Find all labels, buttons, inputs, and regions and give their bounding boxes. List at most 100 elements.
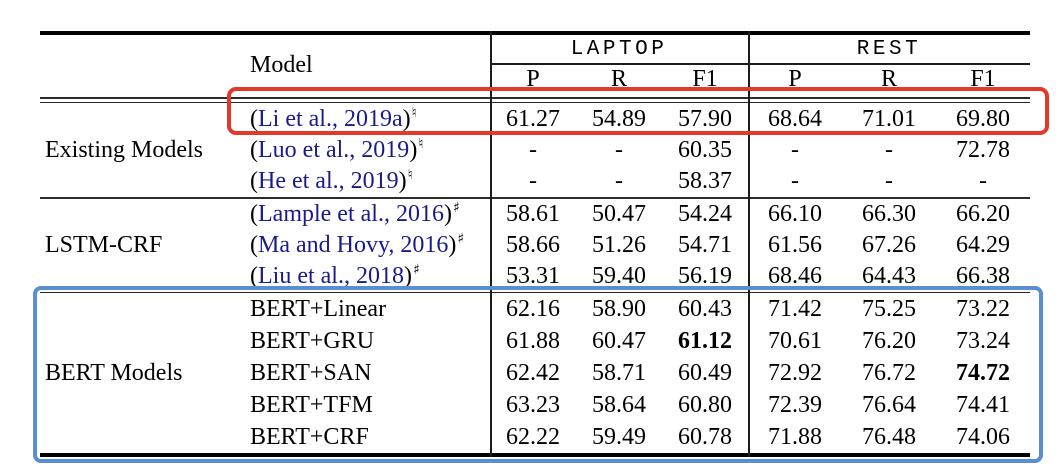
model-cell: BERT+Linear <box>250 296 490 323</box>
value-cell: 72.39 <box>768 392 822 418</box>
value-cell: 69.80 <box>956 106 1010 132</box>
value-cell: 56.19 <box>678 262 732 289</box>
value-cell: 57.90 <box>678 106 732 132</box>
model-cell: (Luo et al., 2019)♮ <box>250 137 490 164</box>
value-cell: 58.90 <box>592 296 646 322</box>
value-cell: 76.48 <box>862 424 916 450</box>
header-laptop: LAPTOP <box>570 37 668 61</box>
section-rows: (Lample et al., 2016)♯ 58.61 50.47 54.24… <box>40 199 1030 292</box>
value-cell: 72.92 <box>768 360 822 386</box>
value-cell: 64.29 <box>956 231 1010 258</box>
value-cell: - <box>885 137 893 163</box>
value-cell: 74.72 <box>956 360 1010 386</box>
value-cell: 60.35 <box>678 137 732 163</box>
header-double-rule-top <box>40 97 1030 99</box>
value-cell: 73.22 <box>956 296 1010 322</box>
section-bert-models: BERT Models BERT+Linear 62.16 58.90 60.4… <box>40 294 1030 454</box>
citation: (Liu et al., 2018)♯ <box>250 263 420 289</box>
value-cell: 73.24 <box>956 328 1010 354</box>
group-label-bert-models: BERT Models <box>45 360 183 386</box>
model-cell: BERT+CRF <box>250 424 490 451</box>
citation: (Luo et al., 2019)♮ <box>250 137 423 163</box>
header-rest: REST <box>856 37 922 61</box>
value-cell: 58.66 <box>506 231 560 258</box>
value-cell: 68.46 <box>768 262 822 289</box>
value-cell: 67.26 <box>862 231 916 258</box>
citation-link[interactable]: Liu et al., 2018 <box>258 262 404 289</box>
citation-link[interactable]: Ma and Hovy, 2016 <box>258 231 449 258</box>
table-row: (Luo et al., 2019)♮ - - 60.35 - - 72.78 <box>40 135 1030 166</box>
value-cell: 60.78 <box>678 424 732 450</box>
header-laptop-f1: F1 <box>692 66 718 92</box>
value-cell: - <box>885 168 893 194</box>
table-row: (Ma and Hovy, 2016)♯ 58.66 51.26 54.71 6… <box>40 230 1030 261</box>
value-cell: 58.71 <box>592 360 646 386</box>
table-row: BERT+GRU 61.88 60.47 61.12 70.61 76.20 7… <box>40 326 1030 358</box>
citation-link[interactable]: Lample et al., 2016 <box>258 200 444 227</box>
value-cell: 58.64 <box>592 392 646 418</box>
group-label-lstm-crf: LSTM-CRF <box>45 231 163 258</box>
citation-paren: ) <box>398 168 407 194</box>
value-cell: 61.56 <box>768 231 822 258</box>
citation-paren: ( <box>250 262 258 289</box>
value-cell: 76.64 <box>862 392 916 418</box>
section-rows: BERT+Linear 62.16 58.90 60.43 71.42 75.2… <box>40 294 1030 454</box>
citation-paren: ) <box>443 200 452 227</box>
table-row: (He et al., 2019)♮ - - 58.37 - - - <box>40 166 1030 197</box>
value-cell: 50.47 <box>592 200 646 227</box>
model-cell: BERT+TFM <box>250 392 490 419</box>
citation-paren: ) <box>448 231 457 258</box>
table-header-groups: LAPTOP REST <box>40 35 1030 63</box>
value-cell: 59.40 <box>592 262 646 289</box>
section-rows: (Li et al., 2019a)♮ 61.27 54.89 57.90 68… <box>40 104 1030 197</box>
table-header-metrics: P R F1 P R F1 <box>40 63 1030 96</box>
header-model: Model <box>250 51 313 78</box>
value-cell: 61.27 <box>506 106 560 132</box>
model-cell: (Li et al., 2019a)♮ <box>250 106 490 133</box>
value-cell: 76.20 <box>862 328 916 354</box>
model-name: BERT+SAN <box>250 360 372 386</box>
value-cell: 71.88 <box>768 424 822 450</box>
citation-link[interactable]: Luo et al., 2019 <box>258 137 410 163</box>
citation-paren: ( <box>250 231 258 258</box>
value-cell: 60.43 <box>678 296 732 322</box>
value-cell: - <box>615 168 623 194</box>
citation-link[interactable]: Li et al., 2019a <box>258 106 403 132</box>
citation: (Li et al., 2019a)♮ <box>250 106 417 132</box>
model-name: BERT+TFM <box>250 392 373 418</box>
value-cell: 62.16 <box>506 296 560 322</box>
value-cell: 54.71 <box>678 231 732 258</box>
header-double-rule-bottom <box>40 101 1030 104</box>
citation-link[interactable]: He et al., 2019 <box>258 168 399 194</box>
footnote-marker: ♮ <box>407 167 413 183</box>
citation: (He et al., 2019)♮ <box>250 168 413 194</box>
value-cell: 74.41 <box>956 392 1010 418</box>
value-cell: 72.78 <box>956 137 1010 163</box>
citation-paren: ) <box>403 262 412 289</box>
header-rest-p: P <box>788 66 802 92</box>
value-cell: 51.26 <box>592 231 646 258</box>
citation-paren: ( <box>250 106 258 132</box>
value-cell: 70.61 <box>768 328 822 354</box>
citation-paren: ( <box>250 168 258 194</box>
model-cell: (Ma and Hovy, 2016)♯ <box>250 232 490 259</box>
header-rest-f1: F1 <box>970 66 996 92</box>
value-cell: 71.01 <box>862 106 916 132</box>
value-cell: 66.20 <box>956 200 1010 227</box>
group-label-existing-models: Existing Models <box>45 137 204 163</box>
citation-paren: ( <box>250 137 258 163</box>
value-cell: 64.43 <box>862 262 916 289</box>
citation-paren: ) <box>402 106 411 132</box>
footnote-marker: ♯ <box>452 199 460 216</box>
value-cell: - <box>979 168 987 194</box>
value-cell: 60.49 <box>678 360 732 386</box>
table-row: (Lample et al., 2016)♯ 58.61 50.47 54.24… <box>40 199 1030 230</box>
value-cell: 54.89 <box>592 106 646 132</box>
model-cell: (Lample et al., 2016)♯ <box>250 201 490 228</box>
value-cell: 60.47 <box>592 328 646 354</box>
citation: (Ma and Hovy, 2016)♯ <box>250 232 464 258</box>
value-cell: 66.30 <box>862 200 916 227</box>
citation-paren: ) <box>409 137 418 163</box>
value-cell: 75.25 <box>862 296 916 322</box>
